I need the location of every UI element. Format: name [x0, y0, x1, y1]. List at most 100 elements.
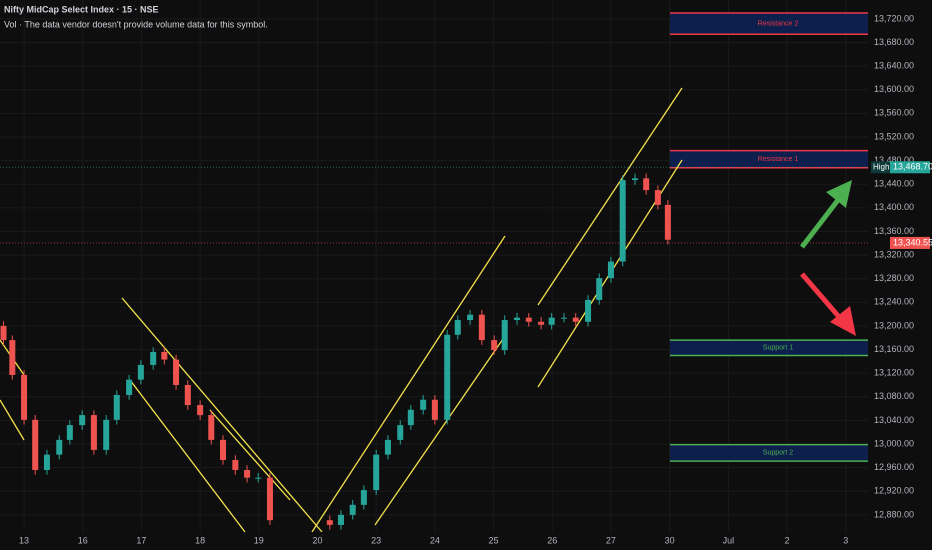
candle-body	[32, 419, 39, 471]
candle-body	[607, 261, 614, 279]
price-axis	[868, 0, 932, 550]
candle-body	[643, 178, 650, 191]
candle-body	[255, 477, 262, 479]
candle-body	[0, 325, 7, 341]
trend-line	[121, 297, 323, 533]
candle-body	[184, 384, 191, 406]
candle-body	[43, 454, 50, 471]
x-tick-label: 26	[547, 535, 557, 545]
candle-body	[126, 379, 133, 396]
y-tick-label: 13,000.00	[874, 438, 914, 448]
arrow-head	[826, 180, 852, 208]
y-tick-label: 13,080.00	[874, 391, 914, 401]
x-tick-label: 30	[665, 535, 675, 545]
candle-body	[596, 278, 603, 300]
axes: 12,880.00 12,920.00 12,960.00 13,000.00 13,0…	[19, 13, 932, 545]
y-tick-label: 13,160.00	[874, 344, 914, 354]
candle-body	[9, 340, 16, 375]
candle-body	[56, 439, 63, 455]
candle-body	[266, 477, 273, 521]
x-tick-label: 13	[19, 535, 29, 545]
arrows	[800, 180, 856, 336]
y-tick-label: 13,600.00	[874, 84, 914, 94]
trend-line	[0, 399, 25, 441]
candle-body	[360, 490, 367, 505]
candle-body	[478, 314, 485, 341]
price-marker	[890, 236, 930, 249]
candle-body	[244, 470, 251, 478]
y-tick-label: 13,400.00	[874, 202, 914, 212]
candle-body	[420, 399, 427, 410]
candle-body	[407, 409, 414, 426]
marker-name-box	[871, 161, 890, 174]
candle-body	[431, 399, 438, 420]
marker-name: High	[873, 162, 889, 171]
y-tick-label: 13,120.00	[874, 368, 914, 378]
candle-body	[525, 317, 532, 322]
y-tick-label: 13,640.00	[874, 61, 914, 71]
y-tick-label: 13,720.00	[874, 13, 914, 23]
zone-label: Resistance 1	[758, 156, 799, 163]
y-tick-label: 13,680.00	[874, 37, 914, 47]
x-tick-label: 25	[489, 535, 499, 545]
trend-line	[374, 335, 506, 526]
candle-body	[572, 317, 579, 322]
candle-body	[548, 317, 555, 325]
candle-body	[103, 419, 110, 450]
candle-body	[467, 314, 474, 321]
candle-body	[349, 504, 356, 515]
candle-body	[585, 299, 592, 322]
candle-body	[538, 321, 545, 325]
candle-body	[79, 415, 86, 426]
x-tick-label: 3	[843, 535, 848, 545]
zone	[670, 444, 886, 462]
x-tick-label: 16	[78, 535, 88, 545]
candle-body	[501, 320, 508, 351]
x-tick-label: 24	[430, 535, 440, 545]
candle-body	[150, 351, 157, 365]
x-tick-label: Jul	[723, 535, 735, 545]
candle-body	[384, 439, 391, 455]
zone	[670, 340, 886, 356]
y-tick-label: 13,440.00	[874, 179, 914, 189]
price-markers	[0, 166, 868, 244]
price-marker	[890, 161, 930, 174]
y-tick-label: 13,480.00	[874, 155, 914, 165]
zone	[670, 150, 886, 168]
x-tick-label: 17	[136, 535, 146, 545]
candle-body	[619, 180, 626, 262]
candle-body	[161, 351, 168, 360]
arrow-head	[830, 306, 856, 336]
chart-title: Nifty MidCap Select Index · 15 · NSE	[4, 4, 159, 14]
x-tick-label: 27	[606, 535, 616, 545]
y-tick-label: 12,880.00	[874, 509, 914, 519]
candle-body	[220, 439, 227, 460]
grid	[0, 0, 868, 532]
candle-body	[326, 520, 333, 525]
trend-line	[311, 235, 506, 533]
y-tick-label: 13,560.00	[874, 108, 914, 118]
candle-body	[232, 459, 239, 471]
x-tick-label: 19	[254, 535, 264, 545]
arrow-down	[800, 272, 842, 320]
trend-line	[209, 409, 291, 501]
x-tick-label: 18	[195, 535, 205, 545]
candle-body	[514, 317, 521, 321]
zone-label: Support 1	[763, 345, 793, 352]
candle-body	[197, 405, 204, 416]
time-axis	[0, 532, 868, 550]
zone-label: Support 2	[763, 450, 793, 457]
candle-body	[173, 359, 180, 385]
candle-body	[454, 320, 461, 335]
trend-line	[537, 87, 683, 306]
price-marker-label: 13,340.55	[893, 237, 932, 247]
candle-body	[560, 317, 567, 319]
candle-body	[137, 364, 144, 380]
y-tick-label: 13,200.00	[874, 320, 914, 330]
candle-body	[90, 415, 97, 450]
arrow-up	[800, 198, 840, 249]
y-tick-label: 12,920.00	[874, 486, 914, 496]
candle-body	[208, 415, 215, 440]
chart-subtitle: Vol · The data vendor doesn't provide vo…	[4, 19, 268, 29]
